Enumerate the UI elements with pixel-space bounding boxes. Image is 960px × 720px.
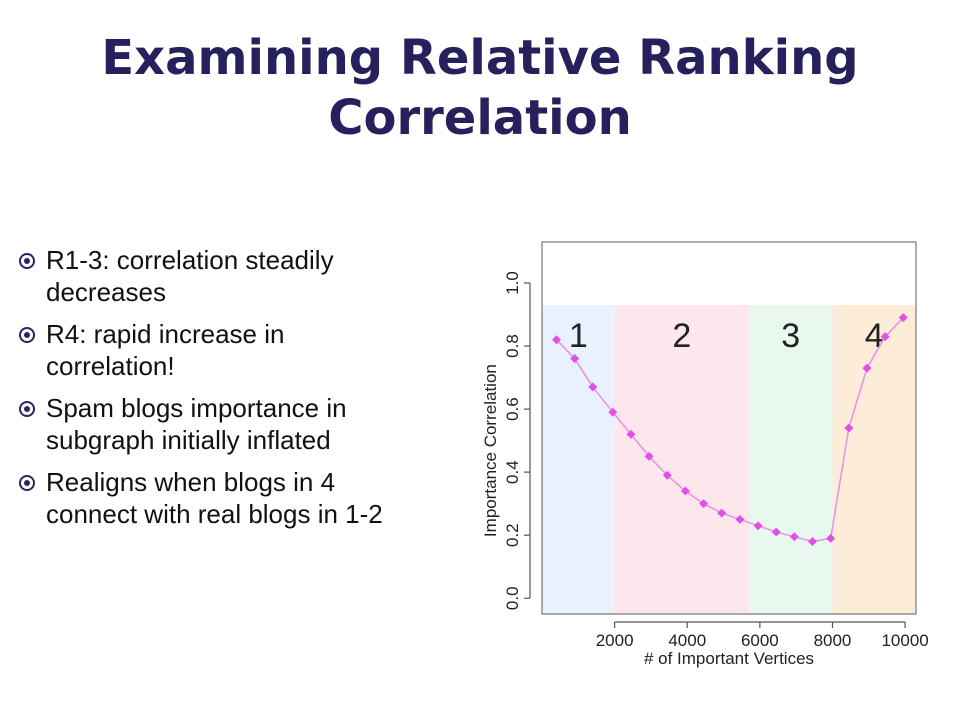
x-tick-label: 10000	[881, 631, 928, 650]
region-label-1: 1	[569, 317, 588, 355]
data-point	[898, 313, 908, 323]
data-point	[588, 382, 598, 392]
correlation-chart: 1 2 3 4 0.0 0.2 0.4 0.6 0.8 1.0 2000 4000 6000 8000 10…	[481, 241, 929, 668]
y-tick-label: 0.6	[503, 397, 522, 421]
circled-dot-icon	[19, 327, 35, 343]
bullet-item-4: Realigns when blogs in 4 connect with re…	[14, 466, 464, 530]
region-label-3: 3	[781, 317, 800, 355]
data-point	[808, 536, 818, 546]
data-point	[699, 499, 709, 509]
y-tick-label: 0.8	[503, 334, 522, 358]
bullet-item-3: Spam blogs importance in subgraph initia…	[14, 392, 464, 456]
circled-dot-icon	[19, 401, 35, 417]
bullet-2-line-2: correlation!	[46, 351, 175, 381]
bullet-list: R1-3: correlation steadily decreases R4:…	[14, 244, 464, 540]
plot-frame	[541, 241, 917, 615]
data-point	[717, 508, 727, 518]
slide-title: Examining Relative Ranking Correlation	[0, 28, 960, 148]
region-label-2: 2	[672, 317, 691, 355]
data-point	[626, 429, 636, 439]
data-point	[644, 451, 654, 461]
bullet-1-line-1: R1-3: correlation steadily	[46, 245, 334, 275]
data-point	[844, 423, 854, 433]
bullet-2-line-1: R4: rapid increase in	[46, 319, 285, 349]
bullet-item-2: R4: rapid increase in correlation!	[14, 318, 464, 382]
title-line-2: Correlation	[328, 90, 632, 146]
region-1	[542, 305, 615, 614]
data-point	[552, 335, 562, 345]
x-tick-label: 2000	[596, 631, 634, 650]
y-axis-label: Importance Correlation	[481, 364, 500, 537]
x-tick-label: 6000	[741, 631, 779, 650]
y-tick-label: 0.4	[503, 460, 522, 484]
bullet-1-line-2: decreases	[46, 277, 166, 307]
x-axis-label: # of Important Vertices	[644, 649, 814, 668]
region-3	[748, 305, 833, 614]
bullet-3-line-1: Spam blogs importance in	[46, 393, 347, 423]
x-tick-label: 8000	[814, 631, 852, 650]
data-point	[789, 532, 799, 542]
region-2	[614, 305, 749, 614]
data-point	[771, 527, 781, 537]
data-point	[753, 521, 763, 531]
title-line-1: Examining Relative Ranking	[101, 30, 859, 86]
data-point	[880, 332, 890, 342]
circled-dot-icon	[19, 253, 35, 269]
y-tick-label: 1.0	[503, 271, 522, 295]
bullet-item-1: R1-3: correlation steadily decreases	[14, 244, 464, 308]
y-tick-label: 0.0	[503, 586, 522, 610]
data-point	[680, 486, 690, 496]
circled-dot-icon	[19, 475, 35, 491]
data-point	[862, 363, 872, 373]
region-label-4: 4	[865, 317, 884, 355]
data-point	[826, 533, 836, 543]
data-point	[662, 470, 672, 480]
bullet-4-line-1: Realigns when blogs in 4	[46, 467, 336, 497]
data-point	[570, 354, 580, 364]
x-tick-label: 4000	[668, 631, 706, 650]
data-point	[608, 407, 618, 417]
y-tick-label: 0.2	[503, 523, 522, 547]
series-line	[555, 317, 904, 543]
bullet-3-line-2: subgraph initially inflated	[46, 425, 331, 455]
data-point	[735, 514, 745, 524]
bullet-4-line-2: connect with real blogs in 1-2	[46, 499, 383, 529]
